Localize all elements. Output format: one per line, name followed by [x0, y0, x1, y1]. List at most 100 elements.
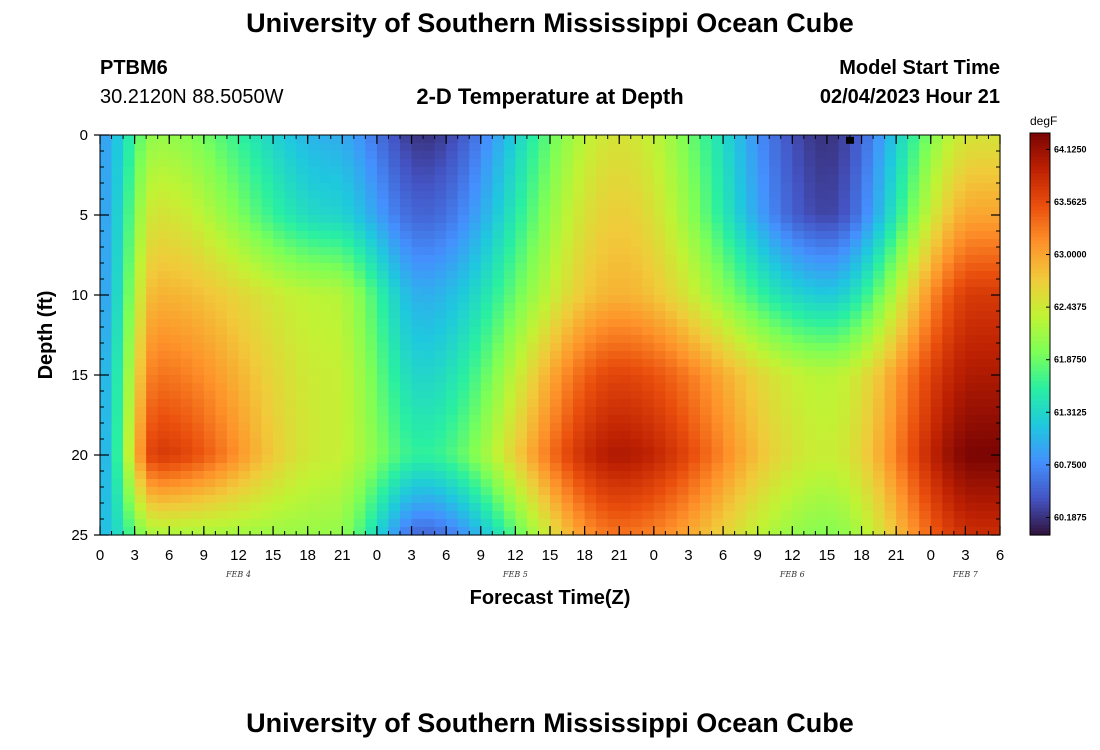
heatmap-cell	[988, 207, 1001, 216]
colorbar-segment	[1030, 451, 1050, 456]
heatmap-cell	[538, 303, 551, 312]
heatmap-cell	[203, 215, 216, 224]
heatmap-cell	[273, 423, 286, 432]
heatmap-cell	[873, 271, 886, 280]
heatmap-cell	[319, 335, 332, 344]
heatmap-cell	[665, 295, 678, 304]
heatmap-cell	[134, 423, 147, 432]
heatmap-cell	[423, 143, 436, 152]
heatmap-cell	[700, 207, 713, 216]
y-tick-label: 10	[71, 287, 88, 304]
heatmap-cell	[180, 215, 193, 224]
heatmap-cell	[169, 431, 182, 440]
heatmap-cell	[942, 439, 955, 448]
heatmap-cell	[353, 247, 366, 256]
heatmap-cell	[642, 191, 655, 200]
heatmap-cell	[550, 471, 563, 480]
heatmap-cell	[550, 519, 563, 528]
heatmap-cell	[492, 255, 505, 264]
heatmap-cell	[215, 383, 228, 392]
heatmap-cell	[792, 527, 805, 536]
heatmap-cell	[250, 295, 263, 304]
heatmap-cell	[538, 383, 551, 392]
heatmap-cell	[273, 207, 286, 216]
heatmap-cell	[261, 511, 274, 520]
heatmap-cell	[480, 239, 493, 248]
heatmap-cell	[515, 279, 528, 288]
heatmap-cell	[561, 343, 574, 352]
heatmap-cell	[930, 527, 943, 536]
heatmap-cell	[607, 207, 620, 216]
heatmap-cell	[584, 223, 597, 232]
heatmap-cell	[526, 279, 540, 288]
heatmap-cell	[676, 471, 690, 480]
heatmap-cell	[838, 239, 851, 248]
heatmap-cell	[192, 191, 205, 200]
heatmap-cell	[942, 415, 955, 424]
heatmap-cell	[492, 151, 505, 160]
heatmap-cell	[780, 351, 793, 360]
heatmap-cell	[757, 183, 770, 192]
heatmap-cell	[365, 519, 378, 528]
heatmap-cell	[642, 239, 655, 248]
heatmap-cell	[146, 527, 159, 536]
heatmap-cell	[850, 471, 863, 480]
heatmap-cell	[815, 199, 828, 208]
heatmap-cell	[192, 391, 205, 400]
heatmap-cell	[630, 463, 643, 472]
heatmap-cell	[169, 439, 182, 448]
heatmap-cell	[757, 327, 770, 336]
heatmap-cell	[423, 295, 436, 304]
heatmap-cell	[734, 463, 747, 472]
heatmap-cell	[607, 271, 620, 280]
heatmap-cell	[146, 143, 159, 152]
heatmap-cell	[965, 343, 978, 352]
heatmap-cell	[919, 447, 932, 456]
heatmap-cell	[607, 383, 620, 392]
colorbar-segment	[1030, 330, 1050, 335]
heatmap-cell	[134, 151, 147, 160]
heatmap-cell	[376, 319, 390, 328]
heatmap-cell	[423, 495, 436, 504]
heatmap-cell	[480, 151, 493, 160]
heatmap-cell	[307, 207, 320, 216]
heatmap-cell	[630, 199, 643, 208]
heatmap-cell	[988, 479, 1001, 488]
heatmap-cell	[561, 223, 574, 232]
heatmap-cell	[619, 455, 632, 464]
heatmap-cell	[169, 447, 182, 456]
heatmap-cell	[365, 343, 378, 352]
heatmap-cell	[688, 487, 701, 496]
heatmap-cell	[688, 327, 701, 336]
heatmap-cell	[538, 151, 551, 160]
heatmap-cell	[769, 455, 782, 464]
heatmap-cell	[573, 247, 586, 256]
colorbar-segment	[1030, 491, 1050, 496]
heatmap-cell	[538, 135, 551, 144]
heatmap-cell	[226, 263, 240, 272]
heatmap-cell	[653, 239, 666, 248]
heatmap-cell	[826, 527, 840, 536]
heatmap-cell	[273, 351, 286, 360]
heatmap-cell	[573, 295, 586, 304]
colorbar-segment	[1030, 337, 1050, 342]
heatmap-cell	[226, 303, 240, 312]
heatmap-cell	[238, 175, 251, 184]
heatmap-cell	[665, 279, 678, 288]
heatmap-cell	[273, 303, 286, 312]
heatmap-cell	[423, 159, 436, 168]
heatmap-cell	[988, 159, 1001, 168]
heatmap-cell	[123, 471, 136, 480]
heatmap-cell	[319, 415, 332, 424]
heatmap-cell	[596, 359, 609, 368]
heatmap-cell	[342, 311, 355, 320]
colorbar-segment	[1030, 270, 1050, 275]
heatmap-cell	[896, 375, 909, 384]
heatmap-cell	[688, 407, 701, 416]
heatmap-cell	[134, 471, 147, 480]
heatmap-cell	[353, 391, 366, 400]
heatmap-cell	[411, 287, 424, 296]
heatmap-cell	[296, 455, 309, 464]
heatmap-cell	[953, 335, 966, 344]
heatmap-cell	[250, 479, 263, 488]
